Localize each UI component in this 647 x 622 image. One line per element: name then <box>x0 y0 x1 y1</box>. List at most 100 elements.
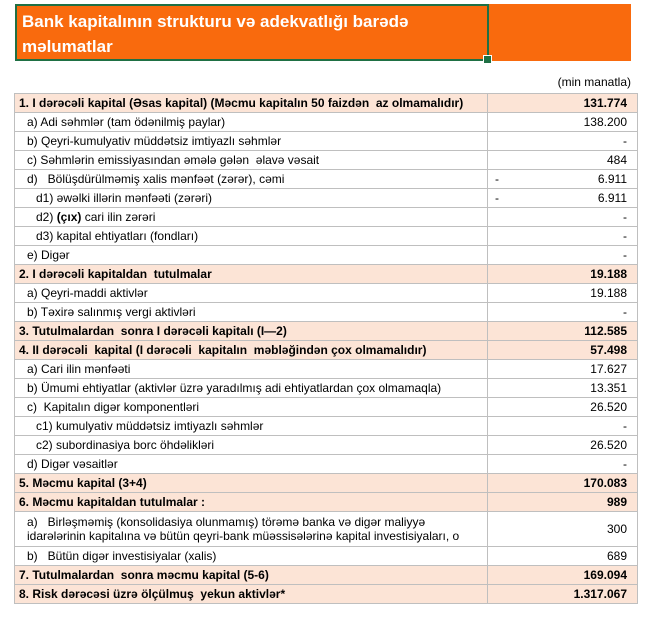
table-row: c1) kumulyativ müddətsiz imtiyazlı səhml… <box>15 417 638 436</box>
table-row: 3. Tutulmalardan sonra I dərəcəli kapita… <box>15 322 638 341</box>
row-label-text: d) Digər vəsaitlər <box>27 457 118 471</box>
label-text-part: c2) subordinasiya borc öhdəlikləri <box>36 438 215 452</box>
row-label-cell[interactable]: c) Kapitalın digər komponentləri <box>15 398 488 416</box>
row-label-text: a) Qeyri-maddi aktivlər <box>27 286 148 300</box>
row-value-cell[interactable]: - <box>488 417 638 435</box>
row-value-cell[interactable]: 17.627 <box>488 360 638 378</box>
row-value: - <box>623 210 627 224</box>
row-value: 13.351 <box>590 381 627 395</box>
row-label-cell[interactable]: e) Digər <box>15 246 488 264</box>
row-label-text: c1) kumulyativ müddətsiz imtiyazlı səhml… <box>36 419 263 433</box>
row-label-cell[interactable]: d1) əwəlki illərin mənfəəti (zərəri) <box>15 189 488 207</box>
row-value: 989 <box>606 495 627 509</box>
row-value-cell[interactable]: 989 <box>488 493 638 511</box>
row-value-cell[interactable]: 169.094 <box>488 566 638 584</box>
row-value: 689 <box>606 549 627 563</box>
row-value: 6.911 <box>597 191 627 205</box>
label-text-part: 4. II dərəcəli kapital <box>19 343 133 357</box>
label-text-part: d) Digər vəsaitlər <box>27 457 118 471</box>
row-label-cell[interactable]: c1) kumulyativ müddətsiz imtiyazlı səhml… <box>15 417 488 435</box>
row-value-cell[interactable]: 19.188 <box>488 265 638 283</box>
label-text-part: b) Ümumi ehtiyatlar (aktivlər üzrə yarad… <box>27 381 442 395</box>
report-title[interactable]: Bank kapitalının strukturu və adekvatlığ… <box>22 12 414 56</box>
row-value-cell[interactable]: - <box>488 246 638 264</box>
row-label-text: a) Adi səhmlər (tam ödənilmiş paylar) <box>27 115 225 129</box>
table-row: d2) (çıx) cari ilin zərəri - <box>15 208 638 227</box>
row-value-cell[interactable]: 26.520 <box>488 436 638 454</box>
label-text-part: (çıx) <box>56 210 82 224</box>
row-value-cell[interactable]: 689 <box>488 547 638 565</box>
row-value-cell[interactable]: 138.200 <box>488 113 638 131</box>
row-label-cell[interactable]: 6. Məcmu kapitaldan tutulmalar : <box>15 493 488 511</box>
row-value-cell[interactable]: 1.317.067 <box>488 585 638 603</box>
row-label-text: 8. Risk dərəcəsi üzrə ölçülmuş yekun akt… <box>19 587 285 601</box>
row-label-text: b) Bütün digər investisiyalar (xalis) <box>27 549 216 563</box>
row-label-cell[interactable]: 4. II dərəcəli kapital (I dərəcəli kapit… <box>15 341 488 359</box>
row-value: 484 <box>606 153 627 167</box>
row-value: 1.317.067 <box>573 587 627 601</box>
label-text-part: d2) <box>36 210 57 224</box>
label-text-part: b) Qeyri-kumulyativ müddətsiz imtiyazlı … <box>27 134 282 148</box>
row-label-cell[interactable]: d) Digər vəsaitlər <box>15 455 488 473</box>
row-value: 19.188 <box>590 286 627 300</box>
row-label-cell[interactable]: 3. Tutulmalardan sonra I dərəcəli kapita… <box>15 322 488 340</box>
row-value-cell[interactable]: 300 <box>488 512 638 546</box>
row-label-cell[interactable]: b) Bütün digər investisiyalar (xalis) <box>15 547 488 565</box>
row-label-cell[interactable]: b) Təxirə salınmış vergi aktivləri <box>15 303 488 321</box>
row-label-cell[interactable]: a) Qeyri-maddi aktivlər <box>15 284 488 302</box>
row-label-text: 5. Məcmu kapital (3+4) <box>19 476 147 490</box>
table-row: d1) əwəlki illərin mənfəəti (zərəri) - 6.9… <box>15 189 638 208</box>
negative-sign: - <box>495 172 499 186</box>
row-label-cell[interactable]: a) Cari ilin mənfəəti <box>15 360 488 378</box>
row-label-cell[interactable]: c2) subordinasiya borc öhdəlikləri <box>15 436 488 454</box>
label-text-part: d3) kapital ehtiyatları (fondları) <box>36 229 199 243</box>
row-value: 6.911 <box>597 172 627 186</box>
row-label-text: c) Səhmlərin emissiyasından əmələ gələn … <box>27 153 319 167</box>
table-row: a) Adi səhmlər (tam ödənilmiş paylar) 138… <box>15 113 638 132</box>
label-text-part: 1. I dərəcəli kapital <box>19 96 126 110</box>
row-label-text: c) Kapitalın digər komponentləri <box>27 400 199 414</box>
row-label-cell[interactable]: b) Qeyri-kumulyativ müddətsiz imtiyazlı … <box>15 132 488 150</box>
row-value: 19.188 <box>590 267 627 281</box>
row-label-cell[interactable]: 5. Məcmu kapital (3+4) <box>15 474 488 492</box>
label-text-part: c1) kumulyativ müddətsiz imtiyazlı səhml… <box>36 419 264 433</box>
row-label-cell[interactable]: d) Bölüşdürülməmiş xalis mənfəət (zərər)… <box>15 170 488 188</box>
label-text-part: e) Digər <box>27 248 70 262</box>
row-value-cell[interactable]: 57.498 <box>488 341 638 359</box>
row-value-cell[interactable]: 13.351 <box>488 379 638 397</box>
row-value-cell[interactable]: 112.585 <box>488 322 638 340</box>
row-label-cell[interactable]: d3) kapital ehtiyatları (fondları) <box>15 227 488 245</box>
row-label-cell[interactable]: 2. I dərəcəli kapitaldan tutulmalar <box>15 265 488 283</box>
row-value-cell[interactable]: 19.188 <box>488 284 638 302</box>
row-value-cell[interactable]: - 6.911 <box>488 189 638 207</box>
row-value-cell[interactable]: 484 <box>488 151 638 169</box>
table-row: e) Digər - <box>15 246 638 265</box>
row-value-cell[interactable]: 131.774 <box>488 94 638 112</box>
row-value-cell[interactable]: - <box>488 208 638 226</box>
label-text-part: 7. Tutulmalardan sonra məcmu kapital (5-… <box>19 568 269 582</box>
row-value: 26.520 <box>590 400 627 414</box>
row-value-cell[interactable]: 170.083 <box>488 474 638 492</box>
row-label-cell[interactable]: 1. I dərəcəli kapital (Əsas kapital) (Mə… <box>15 94 488 112</box>
row-value-cell[interactable]: - <box>488 132 638 150</box>
table-row: 7. Tutulmalardan sonra məcmu kapital (5-… <box>15 566 638 585</box>
row-label-cell[interactable]: 8. Risk dərəcəsi üzrə ölçülmuş yekun akt… <box>15 585 488 603</box>
row-value-cell[interactable]: - <box>488 455 638 473</box>
label-text-part: a) Cari ilin mənfəəti <box>27 362 131 376</box>
row-label-cell[interactable]: a) Adi səhmlər (tam ödənilmiş paylar) <box>15 113 488 131</box>
table-row: a) Birləşməmiş (konsolidasiya olunmamış)… <box>15 512 638 547</box>
row-value-cell[interactable]: - <box>488 303 638 321</box>
row-label-text: b) Ümumi ehtiyatlar (aktivlər üzrə yarad… <box>27 381 441 395</box>
row-label-cell[interactable]: c) Səhmlərin emissiyasından əmələ gələn … <box>15 151 488 169</box>
row-value-cell[interactable]: - <box>488 227 638 245</box>
row-label-cell[interactable]: d2) (çıx) cari ilin zərəri <box>15 208 488 226</box>
row-value-cell[interactable]: 26.520 <box>488 398 638 416</box>
selected-cell-border[interactable] <box>15 4 492 64</box>
table-row: c) Səhmlərin emissiyasından əmələ gələn … <box>15 151 638 170</box>
row-label-cell[interactable]: a) Birləşməmiş (konsolidasiya olunmamış)… <box>15 512 488 546</box>
row-value-cell[interactable]: - 6.911 <box>488 170 638 188</box>
selection-fill-handle-icon[interactable] <box>483 55 492 64</box>
row-label-cell[interactable]: 7. Tutulmalardan sonra məcmu kapital (5-… <box>15 566 488 584</box>
row-label-cell[interactable]: b) Ümumi ehtiyatlar (aktivlər üzrə yarad… <box>15 379 488 397</box>
label-text-part: a) Adi səhmlər (tam ödənilmiş paylar) <box>27 115 226 129</box>
